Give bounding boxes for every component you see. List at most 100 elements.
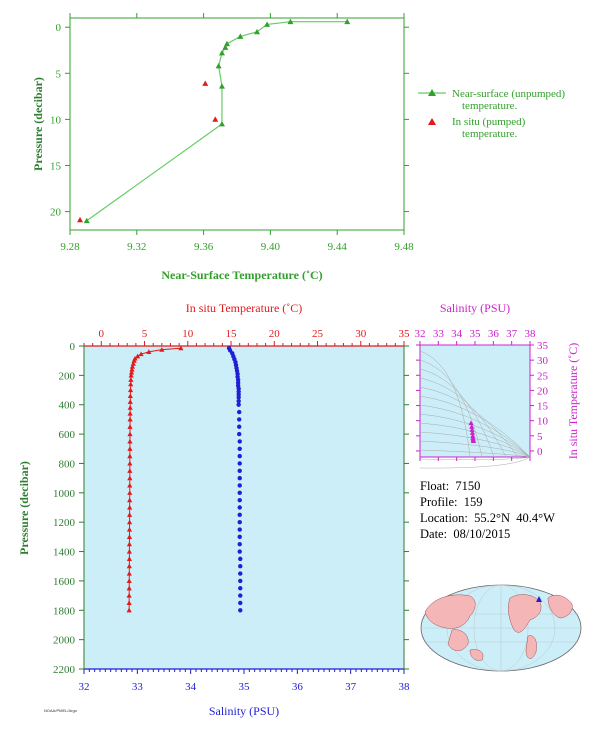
ts-xlabel: Salinity (PSU)	[440, 301, 510, 315]
near-surface-ylabel: Pressure (decibar)	[31, 77, 45, 171]
profile-ytick-label: 1000	[53, 488, 76, 500]
salinity-point	[237, 417, 242, 422]
near-surface-xtick-label: 9.48	[394, 241, 414, 253]
temperature-point	[126, 600, 132, 606]
ts-ytick-label: 35	[537, 340, 549, 352]
profile-ytick-label: 800	[59, 458, 76, 470]
profile-ytick-label: 0	[70, 341, 76, 353]
temperature-point	[135, 353, 141, 359]
ts-ytick-label: 0	[537, 446, 543, 458]
ts-density-contour	[419, 440, 531, 458]
near-surface-unpumped-point	[83, 217, 90, 224]
profile-top-tick-label: 15	[226, 328, 238, 340]
near-surface-xtick-label: 9.32	[127, 241, 146, 253]
salinity-point	[237, 453, 242, 459]
legend-pumped-line1: In situ (pumped)	[452, 116, 526, 128]
temperature-point	[126, 526, 133, 532]
near-surface-unpumped-point	[344, 18, 351, 25]
temperature-point	[128, 377, 134, 382]
profile-top-axis-label: In situ Temperature (˚C)	[186, 301, 303, 315]
temperature-point	[127, 416, 133, 422]
ts-xtick-label: 36	[488, 328, 500, 340]
temperature-point	[126, 534, 133, 539]
temperature-point	[126, 541, 133, 547]
profile-top-tick-label: 25	[312, 328, 324, 340]
ts-point	[469, 430, 476, 435]
profile-chart: 0 5 10 15 20 25 30 35 32 33 34 35 36 37 38 0 200 400 600…	[17, 301, 410, 718]
ts-diagram: 32 33 34 35 36 37 38 0 5 10 15 20 25 30 35 Salinity (…	[415, 301, 580, 469]
profile-top-tick-label: 35	[399, 328, 411, 340]
ts-ytick-label: 30	[537, 355, 549, 367]
near-surface-legend: Near-surface (unpumped) temperature. In …	[418, 88, 565, 140]
temperature-point	[126, 578, 132, 583]
near-surface-xlabel: Near-Surface Temperature (˚C)	[161, 268, 322, 282]
salinity-point	[237, 424, 242, 429]
salinity-point	[238, 593, 243, 598]
ts-xtick-label: 32	[415, 328, 426, 340]
profile-ytick-label: 2000	[53, 635, 76, 647]
profile-bottom-tick-label: 34	[185, 681, 197, 693]
near-surface-plot-area	[69, 17, 405, 231]
near-surface-xtick-label: 9.44	[328, 241, 348, 253]
profile-ytick-label: 2200	[53, 664, 76, 676]
profile-ytick-label: 1200	[53, 517, 76, 529]
near-surface-pumped-point	[202, 80, 209, 86]
near-surface-unpumped-point	[218, 50, 225, 56]
near-surface-xtick-label: 9.36	[194, 241, 214, 253]
temperature-point	[128, 381, 134, 387]
temperature-point	[127, 387, 134, 393]
ts-density-contour	[419, 431, 531, 458]
salinity-point	[238, 600, 243, 606]
temperature-point	[130, 361, 136, 366]
salinity-point	[236, 402, 241, 407]
profile-bottom-tick-label: 38	[399, 681, 411, 693]
salinity-point	[237, 534, 242, 540]
ts-xtick-label: 37	[506, 328, 518, 340]
salinity-point	[237, 468, 242, 473]
credit-text: NOAA/PMEL/Argo	[44, 708, 77, 713]
temperature-point	[127, 490, 133, 495]
ts-density-contour	[419, 449, 531, 458]
near-surface-xtick-label: 9.28	[60, 241, 80, 253]
salinity-point	[237, 542, 242, 547]
salinity-point	[238, 571, 243, 576]
near-surface-ytick-label: 5	[56, 68, 62, 80]
temperature-point	[127, 438, 133, 444]
profile-ytick-label: 1800	[53, 605, 76, 617]
temperature-point	[126, 548, 133, 554]
profile-ylabel: Pressure (decibar)	[17, 461, 31, 555]
salinity-point	[238, 564, 243, 569]
temperature-point	[129, 366, 135, 372]
temperature-point	[127, 410, 133, 416]
ts-density-contour	[419, 422, 531, 458]
legend-unpumped-line2: temperature.	[462, 100, 518, 112]
temperature-point	[126, 556, 133, 561]
near-surface-unpumped-point	[218, 121, 225, 127]
ts-xtick-label: 35	[470, 328, 482, 340]
ts-ylabel: In situ Temperature (˚C)	[566, 343, 580, 460]
temperature-point	[127, 468, 133, 473]
near-surface-unpumped-point	[218, 83, 225, 89]
ts-density-contour	[419, 377, 507, 458]
temperature-point	[127, 446, 133, 451]
near-surface-ytick-label: 15	[50, 160, 62, 172]
profile-plot-area	[84, 346, 404, 669]
profile-date: Date: 08/10/2015	[420, 527, 511, 541]
float-location-marker	[536, 596, 542, 602]
near-surface-unpumped-point	[215, 62, 222, 69]
salinity-point	[238, 578, 243, 584]
salinity-point	[237, 461, 242, 466]
temperature-point	[126, 607, 132, 613]
profile-top-tick-label: 30	[355, 328, 367, 340]
legend-triangle-red	[428, 118, 436, 125]
temperature-point	[127, 453, 133, 459]
profile-ytick-label: 400	[59, 400, 76, 412]
ts-density-contour	[419, 350, 471, 458]
salinity-point	[237, 490, 242, 496]
temperature-point	[127, 393, 133, 398]
salinity-point	[237, 497, 242, 503]
profile-ytick-label: 600	[59, 429, 76, 441]
profile-top-tick-label: 20	[269, 328, 281, 340]
